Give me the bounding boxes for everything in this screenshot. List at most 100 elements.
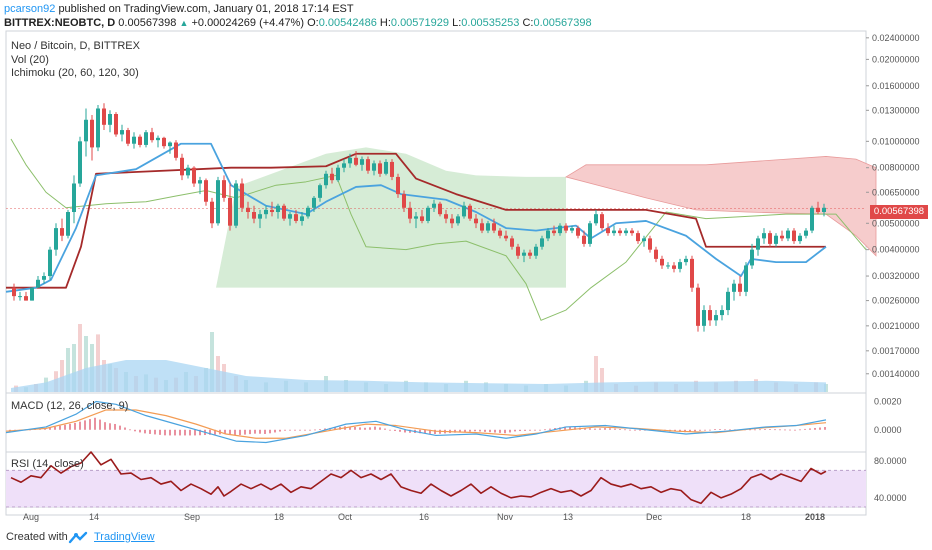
macd-histogram-bar — [749, 429, 751, 431]
macd-histogram-bar — [619, 429, 621, 430]
macd-histogram-bar — [304, 429, 306, 431]
macd-histogram-bar — [509, 429, 511, 433]
candle-body — [738, 283, 742, 292]
candle-body — [690, 258, 694, 288]
legend-ichimoku: Ichimoku (20, 60, 120, 30) — [11, 67, 139, 79]
price-change: +0.00024269 (+4.47%) — [191, 17, 305, 29]
last-price: 0.00567398 — [118, 17, 177, 29]
candle-body — [594, 214, 598, 224]
candle-body — [540, 238, 544, 247]
candle-body — [186, 167, 190, 176]
macd-histogram-bar — [254, 429, 256, 434]
candle-body — [366, 159, 370, 171]
tradingview-link[interactable]: TradingView — [94, 531, 155, 543]
macd-histogram-bar — [609, 428, 611, 430]
macd-histogram-bar — [464, 429, 466, 432]
candle-body — [318, 185, 322, 198]
macd-tick-label: 0.0000 — [874, 425, 902, 435]
candle-body — [84, 119, 88, 142]
macd-histogram-bar — [454, 429, 456, 433]
x-tick-label: 18 — [741, 512, 751, 522]
macd-histogram-bar — [229, 429, 231, 435]
macd-histogram-bar — [409, 429, 411, 433]
candle-body — [684, 258, 688, 263]
candle-body — [180, 157, 184, 176]
axes: 0.02400000 0.02000000 0.01600000 0.01300000… — [23, 33, 920, 522]
macd-histogram-bar — [124, 427, 126, 430]
macd-histogram-bar — [514, 429, 516, 432]
macd-histogram-bar — [539, 429, 541, 431]
candle-body — [762, 233, 766, 239]
low-label: L: — [452, 17, 462, 29]
candle-body — [198, 180, 202, 184]
candle-body — [48, 249, 52, 277]
price-tick-label: 0.00260000 — [872, 296, 920, 306]
macd-histogram-bar — [614, 428, 616, 430]
macd-histogram-bar — [309, 429, 311, 431]
author-link[interactable]: pcarson92 — [4, 3, 56, 15]
macd-histogram-bar — [104, 422, 106, 430]
candle-body — [12, 287, 16, 297]
macd-histogram-bar — [174, 429, 176, 436]
candle-body — [810, 207, 814, 231]
macd-histogram-bar — [704, 429, 706, 431]
candle-body — [510, 238, 514, 247]
macd-histogram-bar — [59, 425, 61, 430]
rsi-band — [6, 470, 866, 507]
volume-bars — [11, 324, 828, 392]
x-tick-label: 13 — [563, 512, 573, 522]
candle-body — [372, 163, 376, 171]
macd-histogram-bar — [809, 428, 811, 430]
candle-body — [60, 228, 64, 236]
macd-histogram-bar — [214, 429, 216, 435]
candle-body — [402, 194, 406, 208]
price-chart[interactable]: 0.02400000 0.02000000 0.01600000 0.01300000… — [0, 0, 932, 528]
macd-histogram-bar — [194, 429, 196, 436]
footer: Created with TradingView — [0, 528, 932, 550]
candle-body — [642, 238, 646, 242]
macd-histogram-bar — [709, 429, 711, 431]
last-price-badge: 0.00567398 — [870, 205, 928, 219]
volume-ma-area — [11, 360, 826, 392]
x-tick-label: Oct — [338, 512, 353, 522]
candle-body — [390, 161, 394, 177]
macd-histogram-bar — [384, 428, 386, 430]
macd-histogram-bar — [324, 428, 326, 430]
candle-body — [486, 223, 490, 231]
macd-histogram-bar — [424, 429, 426, 434]
macd-histogram-bar — [294, 429, 296, 431]
candle-body — [708, 310, 712, 321]
candle-body — [138, 136, 142, 145]
low-value: 0.00535253 — [461, 17, 520, 29]
candle-body — [624, 230, 628, 234]
macd-histogram-bar — [139, 429, 141, 433]
candle-body — [252, 212, 256, 219]
macd-histogram-bar — [524, 429, 526, 431]
candle-body — [114, 114, 118, 135]
macd-histogram-bar — [779, 429, 781, 431]
candle-body — [312, 197, 316, 208]
candle-body — [648, 238, 652, 250]
macd-histogram-bar — [799, 429, 801, 431]
macd-histogram-bar — [224, 429, 226, 435]
macd-histogram-bar — [99, 419, 101, 430]
candle-body — [630, 230, 634, 234]
macd-histogram-bar — [64, 424, 66, 430]
x-tick-label: Nov — [497, 512, 514, 522]
candle-body — [66, 212, 70, 236]
macd-histogram-bar — [469, 429, 471, 432]
candle-body — [792, 230, 796, 242]
macd-histogram-bar — [354, 426, 356, 430]
candle-body — [654, 249, 658, 259]
high-value: 0.00571929 — [390, 17, 450, 29]
macd-histogram-bar — [109, 423, 111, 430]
candle-body — [522, 252, 526, 256]
volume-bar — [78, 324, 82, 392]
candle-body — [120, 130, 124, 135]
candle-body — [696, 287, 700, 326]
macd-histogram-bar — [334, 427, 336, 430]
symbol-label: BITTREX:NEOBTC, D — [4, 17, 116, 29]
macd-histogram-bar — [179, 429, 181, 436]
macd-histogram-bar — [594, 428, 596, 430]
macd-histogram-bar — [544, 429, 546, 431]
